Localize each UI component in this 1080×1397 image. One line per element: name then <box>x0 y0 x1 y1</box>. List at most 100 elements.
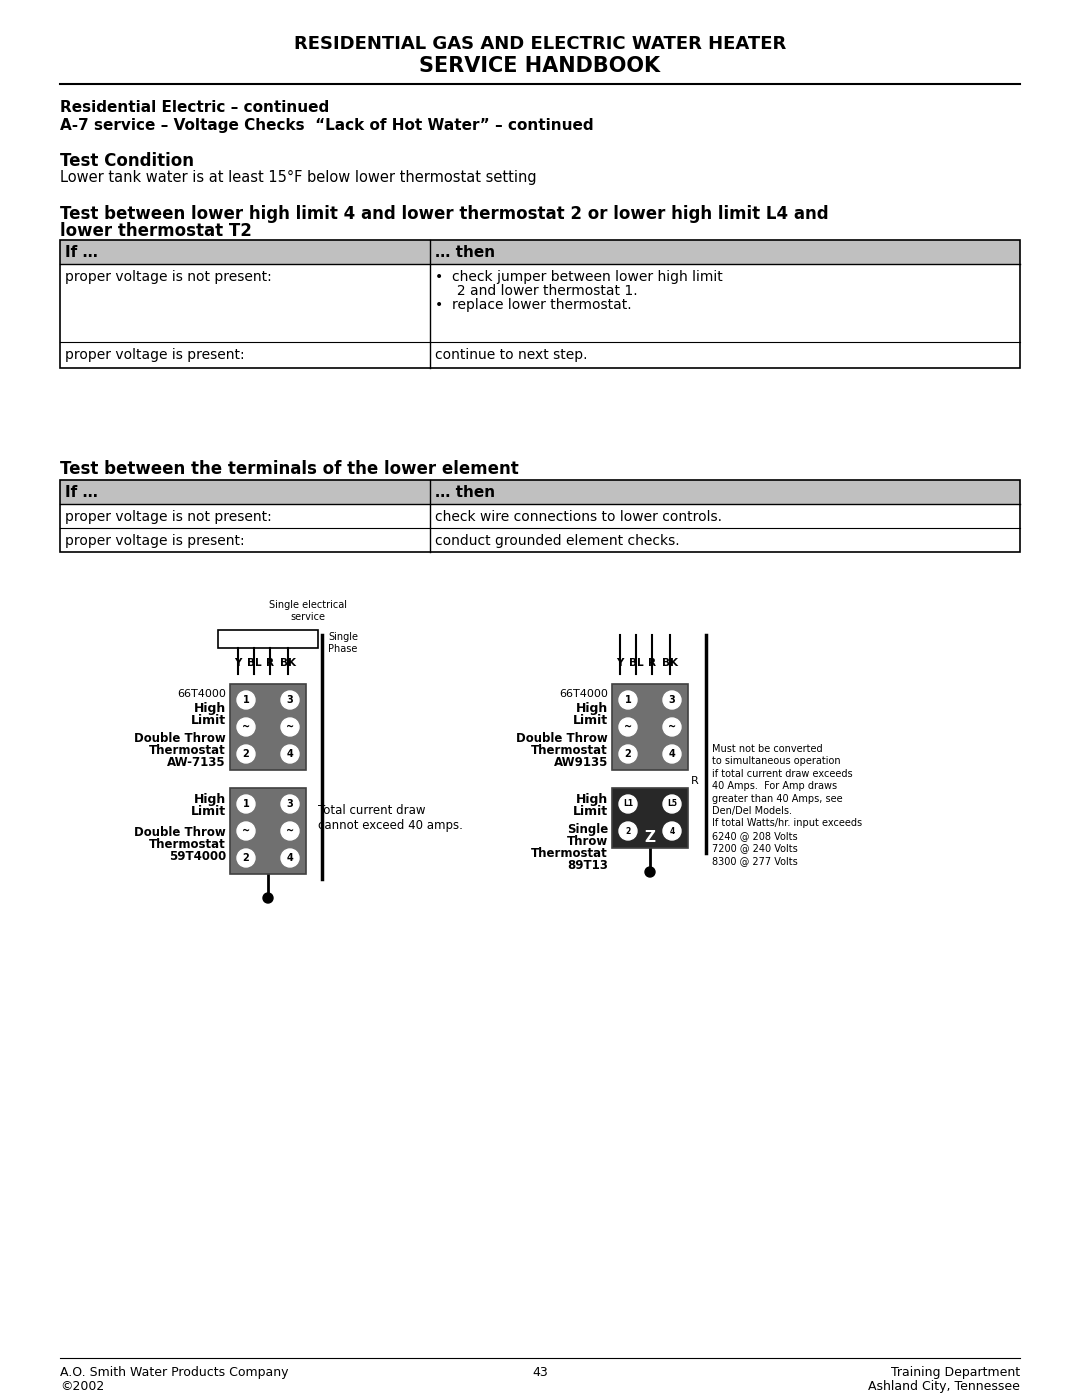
Text: Double Throw: Double Throw <box>134 732 226 745</box>
Text: 3: 3 <box>286 694 294 705</box>
Text: Limit: Limit <box>572 805 608 819</box>
Text: ~: ~ <box>286 722 294 732</box>
Text: … then: … then <box>435 244 495 260</box>
Text: proper voltage is not present:: proper voltage is not present: <box>65 270 272 284</box>
Text: •  replace lower thermostat.: • replace lower thermostat. <box>435 298 632 312</box>
Circle shape <box>663 692 681 710</box>
Text: 2: 2 <box>625 827 631 835</box>
Text: 66T4000: 66T4000 <box>177 689 226 698</box>
Text: 1: 1 <box>243 799 249 809</box>
Text: Single
Phase: Single Phase <box>328 631 357 654</box>
Text: Y: Y <box>617 658 623 668</box>
Bar <box>60 240 1020 264</box>
Text: ©2002: ©2002 <box>60 1380 105 1393</box>
Text: Limit: Limit <box>572 714 608 726</box>
Text: proper voltage is present:: proper voltage is present: <box>65 348 245 362</box>
Text: If …: If … <box>65 244 98 260</box>
Circle shape <box>619 795 637 813</box>
Text: Ashland City, Tennessee: Ashland City, Tennessee <box>868 1380 1020 1393</box>
Text: 1: 1 <box>243 694 249 705</box>
Text: Thermostat: Thermostat <box>149 745 226 757</box>
Text: •  check jumper between lower high limit: • check jumper between lower high limit <box>435 270 723 284</box>
Text: 89T13: 89T13 <box>567 859 608 872</box>
Text: 4: 4 <box>670 827 675 835</box>
Text: SERVICE HANDBOOK: SERVICE HANDBOOK <box>419 56 661 75</box>
Text: 3: 3 <box>286 799 294 809</box>
Text: Limit: Limit <box>191 714 226 726</box>
Text: A-7 service – Voltage Checks  “Lack of Hot Water” – continued: A-7 service – Voltage Checks “Lack of Ho… <box>60 117 594 133</box>
Text: Y: Y <box>234 658 242 668</box>
Text: L1: L1 <box>623 799 633 809</box>
Circle shape <box>237 821 255 840</box>
Text: 59T4000: 59T4000 <box>168 849 226 863</box>
Text: proper voltage is not present:: proper voltage is not present: <box>65 510 272 524</box>
Circle shape <box>663 821 681 840</box>
Circle shape <box>281 821 299 840</box>
Circle shape <box>237 795 255 813</box>
Circle shape <box>237 692 255 710</box>
Text: 4: 4 <box>286 749 294 759</box>
Circle shape <box>281 745 299 763</box>
Text: Residential Electric – continued: Residential Electric – continued <box>60 101 329 115</box>
Text: Single electrical
service: Single electrical service <box>269 601 347 622</box>
Text: 43: 43 <box>532 1366 548 1379</box>
Text: ~: ~ <box>242 826 251 835</box>
Text: AW-7135: AW-7135 <box>167 756 226 768</box>
Text: Z: Z <box>645 830 656 845</box>
Text: ~: ~ <box>242 722 251 732</box>
Text: Total current draw
cannot exceed 40 amps.: Total current draw cannot exceed 40 amps… <box>318 805 463 833</box>
Text: Test between lower high limit 4 and lower thermostat 2 or lower high limit L4 an: Test between lower high limit 4 and lowe… <box>60 205 828 224</box>
Text: proper voltage is present:: proper voltage is present: <box>65 534 245 548</box>
Bar <box>218 630 318 648</box>
Text: Lower tank water is at least 15°F below lower thermostat setting: Lower tank water is at least 15°F below … <box>60 170 537 184</box>
Text: R: R <box>266 658 274 668</box>
Text: lower thermostat T2: lower thermostat T2 <box>60 222 252 240</box>
Text: Single: Single <box>567 823 608 835</box>
Text: Double Throw: Double Throw <box>516 732 608 745</box>
Text: Thermostat: Thermostat <box>531 745 608 757</box>
Circle shape <box>645 868 654 877</box>
Text: 2: 2 <box>243 749 249 759</box>
Text: BL: BL <box>629 658 644 668</box>
Text: Test between the terminals of the lower element: Test between the terminals of the lower … <box>60 460 518 478</box>
Circle shape <box>619 821 637 840</box>
Text: Thermostat: Thermostat <box>149 838 226 851</box>
Text: 3: 3 <box>669 694 675 705</box>
Text: ~: ~ <box>286 826 294 835</box>
Circle shape <box>237 718 255 736</box>
Text: 2 and lower thermostat 1.: 2 and lower thermostat 1. <box>435 284 637 298</box>
Text: 2: 2 <box>243 854 249 863</box>
Text: 2: 2 <box>624 749 632 759</box>
Text: Must not be converted
to simultaneous operation
if total current draw exceeds
40: Must not be converted to simultaneous op… <box>712 745 862 866</box>
Circle shape <box>663 745 681 763</box>
Text: Double Throw: Double Throw <box>134 826 226 840</box>
Text: Thermostat: Thermostat <box>531 847 608 861</box>
Text: BK: BK <box>662 658 678 668</box>
Text: continue to next step.: continue to next step. <box>435 348 588 362</box>
Circle shape <box>237 745 255 763</box>
Circle shape <box>237 849 255 868</box>
Text: 4: 4 <box>286 854 294 863</box>
Text: A.O. Smith Water Products Company: A.O. Smith Water Products Company <box>60 1366 288 1379</box>
Circle shape <box>281 718 299 736</box>
Text: check wire connections to lower controls.: check wire connections to lower controls… <box>435 510 723 524</box>
Circle shape <box>281 849 299 868</box>
Text: RESIDENTIAL GAS AND ELECTRIC WATER HEATER: RESIDENTIAL GAS AND ELECTRIC WATER HEATE… <box>294 35 786 53</box>
Text: High: High <box>576 793 608 806</box>
Text: Test Condition: Test Condition <box>60 152 194 170</box>
Text: 66T4000: 66T4000 <box>559 689 608 698</box>
Text: High: High <box>193 703 226 715</box>
Text: If …: If … <box>65 485 98 500</box>
Text: Limit: Limit <box>191 805 226 819</box>
Text: L5: L5 <box>667 799 677 809</box>
Text: 4: 4 <box>669 749 675 759</box>
Circle shape <box>281 795 299 813</box>
Text: BK: BK <box>280 658 296 668</box>
Text: conduct grounded element checks.: conduct grounded element checks. <box>435 534 679 548</box>
Text: 1: 1 <box>624 694 632 705</box>
Text: R: R <box>648 658 656 668</box>
Text: Training Department: Training Department <box>891 1366 1020 1379</box>
Text: … then: … then <box>435 485 495 500</box>
Text: Throw: Throw <box>567 835 608 848</box>
Text: ~: ~ <box>624 722 632 732</box>
